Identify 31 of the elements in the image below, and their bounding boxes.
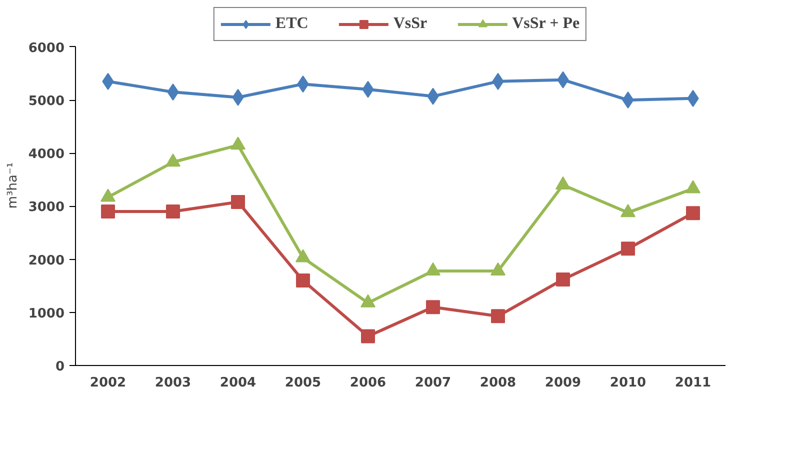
point [686,206,700,220]
y-tick-label: 5000 [28,94,65,110]
x-tick-label: 2011 [674,376,712,390]
point [166,204,180,219]
y-tick-label: 4000 [28,147,65,162]
x-tick-label: 2007 [414,376,452,390]
y-tick-label: 0 [55,360,64,374]
point [556,272,570,286]
x-tick-label: 2009 [544,376,582,390]
point [296,274,310,288]
point [491,309,505,324]
y-tick-label: 2000 [28,253,65,268]
y-tick-label: 1000 [28,306,65,322]
legend-label: VsSr [393,15,428,33]
legend-label: ETC [275,15,308,33]
point [361,329,375,344]
y-tick-label: 6000 [28,40,65,56]
x-tick-label: 2006 [350,376,386,390]
x-tick-label: 2002 [90,376,126,390]
point [231,194,245,209]
point [101,204,115,219]
x-tick-label: 2008 [480,376,516,390]
y-tick-label: 3000 [28,200,65,216]
point [621,242,635,256]
point [426,300,440,314]
y-axis-title: m³ha⁻¹ [5,162,20,209]
x-tick-label: 2003 [154,376,192,390]
x-tick-label: 2005 [284,376,322,390]
legend-label: VsSr + Pe [512,15,580,33]
x-tick-label: 2004 [220,376,256,390]
x-tick-label: 2010 [610,376,646,390]
